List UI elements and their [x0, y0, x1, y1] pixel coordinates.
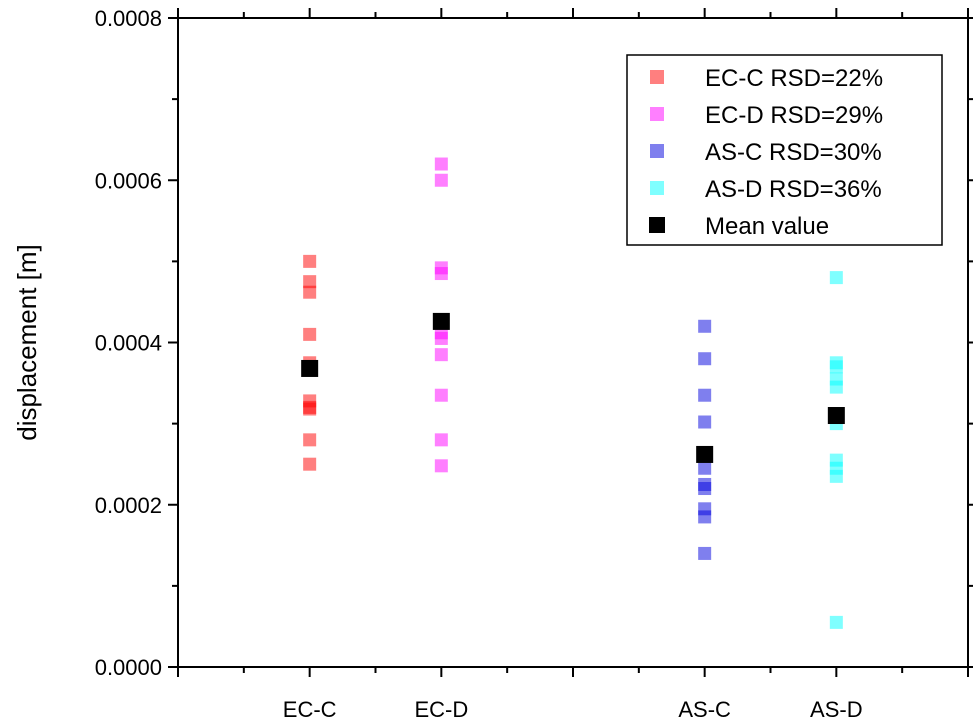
mean-point [696, 445, 714, 463]
data-point [698, 319, 712, 333]
data-point [698, 510, 712, 524]
legend-box [626, 54, 943, 246]
data-point [434, 433, 448, 447]
y-axis-title: displacement [m] [12, 244, 42, 441]
x-tick-label: AS-C [678, 697, 731, 722]
y-tick-label: 0.0004 [95, 331, 162, 356]
data-point [698, 415, 712, 429]
axes: 0.0000 0.0002 0.0004 0.0006 0.0008 EC-C EC-D AS… [12, 6, 973, 722]
y-tick-label: 0.0002 [95, 493, 162, 518]
data-point [303, 400, 317, 414]
legend-marker [650, 181, 664, 195]
data-point [698, 482, 712, 496]
data-point [698, 461, 712, 475]
data-point [698, 546, 712, 560]
data-point [698, 352, 712, 366]
data-point [434, 267, 448, 281]
legend-label: EC-D RSD=29% [705, 102, 883, 129]
data-points [301, 157, 845, 629]
legend-label: EC-C RSD=22% [705, 65, 883, 92]
legend-label: AS-C RSD=30% [705, 139, 882, 166]
y-tick-label: 0.0000 [95, 655, 162, 680]
data-point [698, 388, 712, 402]
data-point [303, 433, 317, 447]
data-point [303, 457, 317, 471]
data-point [434, 388, 448, 402]
x-tick-label: EC-D [414, 697, 468, 722]
x-tick-label: EC-C [283, 697, 337, 722]
legend-label: Mean value [705, 213, 829, 240]
y-tick-label: 0.0006 [95, 168, 162, 193]
data-point [829, 469, 843, 483]
mean-point [827, 407, 845, 425]
legend-marker [650, 107, 664, 121]
data-point [829, 360, 843, 374]
legend: EC-C RSD=22% EC-D RSD=29% AS-C RSD=30% AS-D… [626, 54, 943, 246]
data-point [303, 275, 317, 289]
data-point [829, 615, 843, 629]
data-point [434, 348, 448, 362]
data-point [303, 327, 317, 341]
legend-marker [649, 217, 665, 233]
data-point [434, 157, 448, 171]
data-point [829, 271, 843, 285]
legend-label: AS-D RSD=36% [705, 176, 882, 203]
data-point [434, 459, 448, 473]
data-point [303, 254, 317, 268]
data-point [434, 331, 448, 345]
legend-marker [650, 70, 664, 84]
y-tick-label: 0.0008 [95, 6, 162, 31]
legend-marker [650, 144, 664, 158]
data-point [829, 380, 843, 394]
data-point [303, 285, 317, 299]
data-point [434, 173, 448, 187]
mean-point [301, 359, 319, 377]
x-tick-label: AS-D [810, 697, 863, 722]
mean-point [432, 312, 450, 330]
